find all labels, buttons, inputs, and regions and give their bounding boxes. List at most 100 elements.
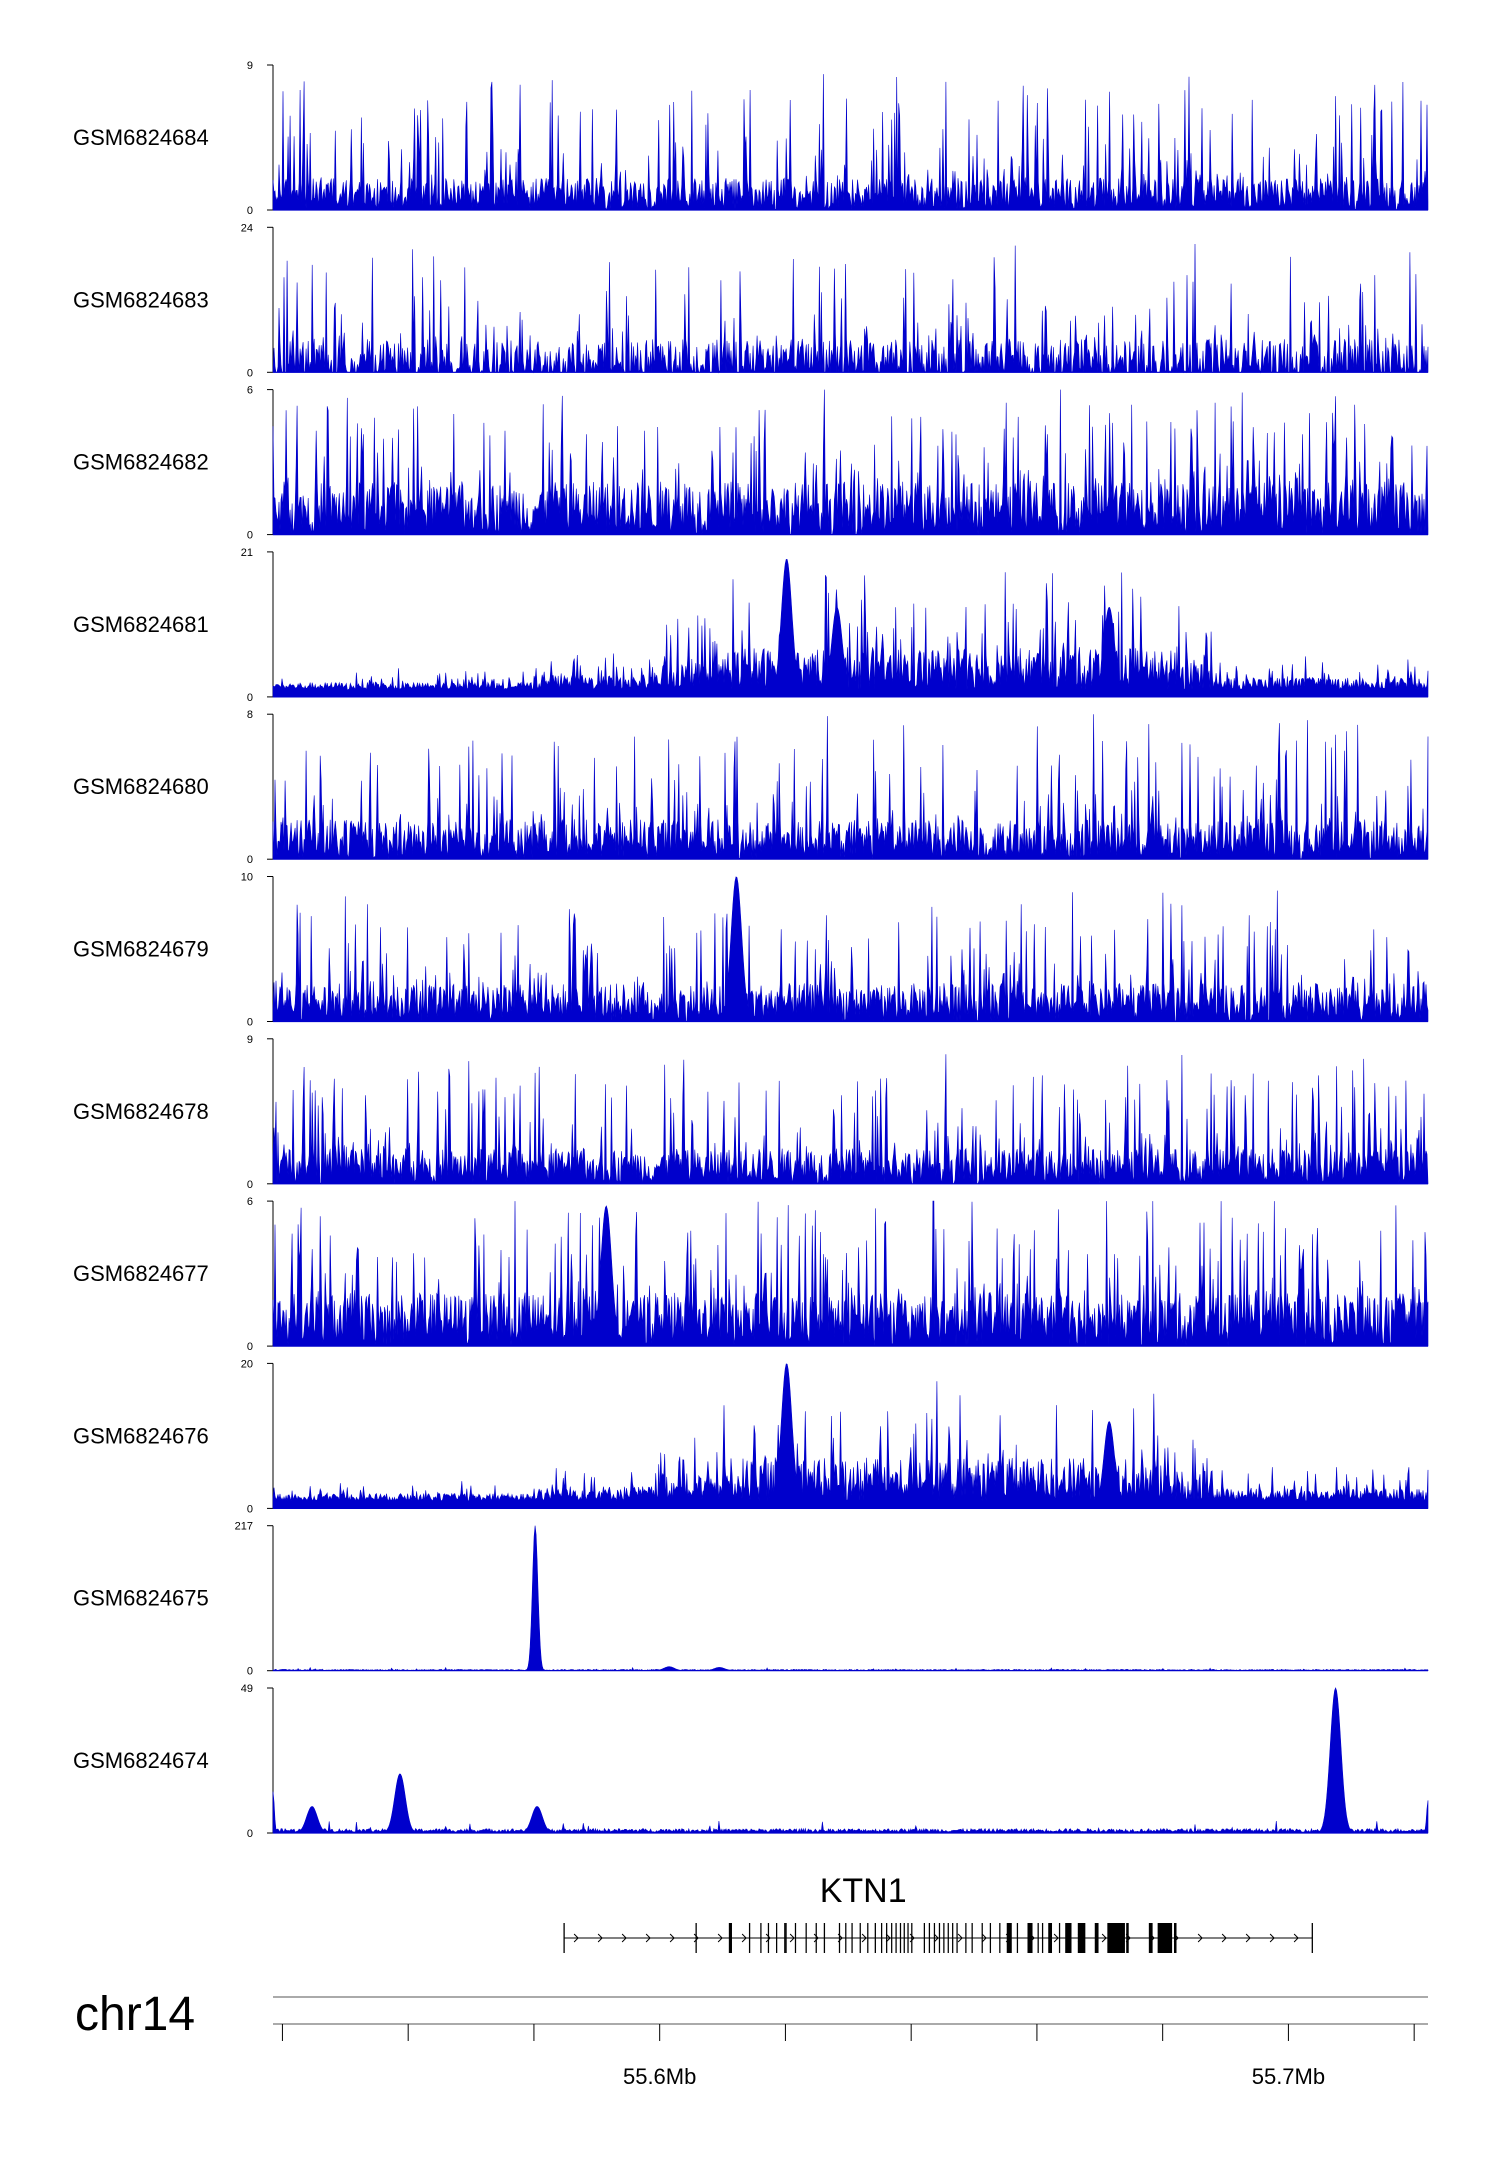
strand-arrow	[981, 1933, 987, 1943]
signal-area	[272, 1687, 1429, 1834]
strand-arrow	[741, 1933, 747, 1943]
exon	[851, 1923, 853, 1953]
y-min-label: 0	[247, 1666, 253, 1678]
exon	[1027, 1923, 1033, 1953]
exon	[989, 1923, 992, 1953]
exon	[899, 1923, 902, 1953]
strand-arrow	[1245, 1933, 1251, 1943]
y-max-label: 21	[241, 547, 253, 559]
strand-arrow	[621, 1933, 627, 1943]
y-max-label: 6	[247, 1196, 253, 1208]
y-min-label: 0	[247, 530, 253, 542]
y-max-label: 6	[247, 385, 253, 397]
exon	[943, 1923, 945, 1953]
exon	[838, 1923, 841, 1953]
strand-arrow	[1101, 1933, 1107, 1943]
exon	[886, 1923, 888, 1953]
track-GSM6824676: GSM6824676 20 0	[73, 1358, 1429, 1515]
track-label: GSM6824680	[73, 774, 209, 799]
y-min-label: 0	[247, 1503, 253, 1515]
exon	[1126, 1923, 1129, 1953]
strand-arrow	[933, 1933, 939, 1943]
track-GSM6824678: GSM6824678 9 0	[73, 1034, 1429, 1191]
genomic-coordinate-axis: 55.6Mb 55.7Mb	[273, 1996, 1428, 2089]
strand-arrow	[1221, 1933, 1227, 1943]
track-GSM6824675: GSM6824675 217 0	[73, 1521, 1429, 1678]
exon	[880, 1923, 883, 1953]
y-min-label: 0	[247, 1828, 253, 1840]
exon	[775, 1923, 778, 1953]
signal-area	[272, 1525, 1429, 1671]
track-GSM6824680: GSM6824680 8 0	[73, 709, 1429, 866]
signal-area	[272, 1200, 1429, 1347]
strand-arrow	[957, 1933, 963, 1943]
strand-arrow	[1269, 1933, 1275, 1943]
exon	[928, 1923, 931, 1953]
exon	[845, 1923, 847, 1953]
signal-area	[272, 558, 1429, 698]
track-GSM6824682: GSM6824682 6 0	[73, 385, 1429, 542]
exon	[923, 1923, 926, 1953]
exon	[1058, 1923, 1061, 1953]
exon	[903, 1923, 905, 1953]
y-min-label: 0	[247, 367, 253, 379]
track-GSM6824684: GSM6824684 9 0	[73, 60, 1429, 217]
track-label: GSM6824676	[73, 1423, 209, 1448]
exon	[1077, 1923, 1086, 1953]
exon	[1148, 1923, 1153, 1953]
y-max-label: 9	[247, 1034, 253, 1046]
exon	[1107, 1923, 1125, 1953]
exon	[907, 1923, 909, 1953]
exon	[1048, 1923, 1053, 1953]
exon	[911, 1923, 913, 1953]
strand-arrow	[717, 1933, 723, 1943]
exon	[1173, 1923, 1177, 1953]
signal-tracks: GSM682468490GSM6824683240GSM682468260GSM…	[73, 60, 1429, 1840]
strand-arrow	[765, 1933, 771, 1943]
exon	[947, 1923, 949, 1953]
exon	[999, 1923, 1001, 1953]
y-max-label: 49	[241, 1683, 253, 1695]
exon	[1006, 1923, 1012, 1953]
track-label: GSM6824682	[73, 450, 209, 475]
signal-area	[272, 1054, 1429, 1185]
strand-arrow	[1197, 1933, 1203, 1943]
track-GSM6824681: GSM6824681 21 0	[73, 547, 1429, 704]
signal-area	[272, 714, 1429, 860]
y-max-label: 24	[241, 222, 253, 234]
exon	[1041, 1923, 1044, 1953]
track-GSM6824683: GSM6824683 24 0	[73, 222, 1429, 379]
strand-arrow	[1293, 1933, 1299, 1943]
strand-arrow	[693, 1933, 699, 1943]
gene-annotation-track: KTN1	[563, 1872, 1313, 1953]
exon	[981, 1923, 983, 1953]
y-max-label: 8	[247, 709, 253, 721]
exon	[867, 1923, 869, 1953]
track-label: GSM6824677	[73, 1261, 209, 1286]
strand-arrow	[813, 1933, 819, 1943]
track-label: GSM6824683	[73, 287, 209, 312]
strand-arrow	[885, 1933, 891, 1943]
exon	[794, 1923, 797, 1953]
signal-area	[272, 876, 1429, 1023]
exon	[971, 1923, 973, 1953]
exon	[859, 1923, 861, 1953]
exon	[815, 1923, 817, 1953]
signal-area	[272, 243, 1429, 374]
exon	[1016, 1923, 1019, 1953]
y-min-label: 0	[247, 854, 253, 866]
exon	[1157, 1923, 1173, 1953]
y-min-label: 0	[247, 1179, 253, 1191]
exon	[952, 1923, 954, 1953]
track-label: GSM6824675	[73, 1586, 209, 1611]
track-label: GSM6824678	[73, 1099, 209, 1124]
track-label: GSM6824674	[73, 1748, 209, 1773]
exon	[933, 1923, 936, 1953]
signal-area	[272, 74, 1429, 211]
exon	[728, 1923, 732, 1953]
exon	[965, 1923, 967, 1953]
y-min-label: 0	[247, 1017, 253, 1029]
track-label: GSM6824679	[73, 937, 209, 962]
signal-area	[272, 1363, 1429, 1509]
